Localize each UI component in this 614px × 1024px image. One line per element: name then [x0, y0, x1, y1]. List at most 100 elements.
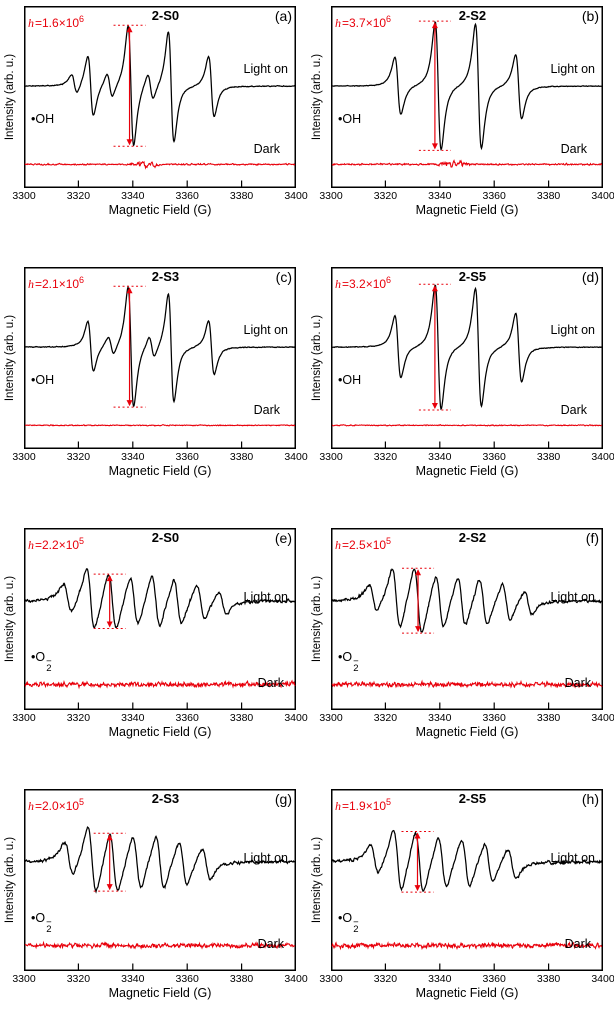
plot-area: (f) 2-S2 Light on Dark •O −2 h=2.5×105: [331, 528, 603, 710]
y-axis-label: Intensity (arb. u.): [311, 314, 323, 402]
x-tick-label: 3400: [284, 451, 308, 463]
peak-height-annotation: h=2.2×105: [28, 536, 84, 553]
peak-height-annotation: h=2.0×105: [28, 797, 84, 814]
dark-label: Dark: [257, 676, 284, 690]
x-tick-label: 3300: [12, 712, 36, 724]
x-tick-label: 3380: [536, 973, 561, 985]
x-tick-label: 3300: [319, 973, 343, 985]
radical-symbol: •O: [338, 911, 353, 925]
epr-panel: Intensity (arb. u.) (a) 2-S0 Light on Da…: [0, 6, 308, 221]
x-tick-label: 3300: [319, 451, 343, 463]
dark-label: Dark: [560, 403, 587, 417]
radical-label: •OH: [338, 112, 362, 126]
y-axis-label: Intensity (arb. u.): [311, 53, 323, 141]
h-symbol: h: [335, 277, 341, 291]
x-tick-label: 3320: [66, 973, 91, 985]
h-exponent: 5: [386, 797, 392, 807]
radical-symbol: •O: [338, 650, 353, 664]
x-tick-label: 3320: [373, 451, 398, 463]
y-axis-label: Intensity (arb. u.): [4, 53, 16, 141]
h-exponent: 6: [386, 275, 392, 285]
x-tick-label: 3360: [482, 973, 506, 985]
x-tick-label: 3340: [428, 451, 452, 463]
radical-label: •O −2: [338, 911, 359, 936]
x-axis-title: Magnetic Field (G): [108, 464, 212, 478]
x-tick-label: 3340: [428, 973, 452, 985]
y-axis-label: Intensity (arb. u.): [4, 575, 16, 663]
light-on-label: Light on: [243, 590, 288, 604]
x-tick-labels: 3300 3320 3340 3360 3380 3400: [12, 712, 307, 725]
x-axis-title: Magnetic Field (G): [415, 725, 519, 739]
x-tick-label: 3380: [229, 451, 254, 463]
radical-label: •O −2: [31, 911, 52, 934]
sample-label: 2-S3: [151, 269, 180, 284]
dark-label: Dark: [560, 142, 587, 156]
light-on-label: Light on: [550, 851, 595, 865]
sample-label: 2-S2: [458, 530, 487, 545]
x-tick-label: 3380: [536, 451, 561, 463]
plot-area: (a) 2-S0 Light on Dark •OH h=1.6×106: [24, 6, 296, 188]
h-symbol: h: [28, 16, 34, 30]
panel-letter: (h): [581, 791, 599, 807]
light-on-label: Light on: [550, 62, 595, 76]
plot-area: (e) 2-S0 Light on Dark •O −2 h=2.2×105: [24, 528, 296, 710]
epr-panel: Intensity (arb. u.) (b) 2-S2 Light on Da…: [307, 6, 614, 221]
sample-label: 2-S0: [151, 530, 180, 545]
spectrum-plot: [24, 528, 296, 710]
epr-panel: Intensity (arb. u.) (h) 2-S5 Light on Da…: [307, 789, 614, 1004]
x-tick-labels: 3300 3320 3340 3360 3380 3400: [319, 451, 614, 464]
light-on-label: Light on: [243, 62, 288, 76]
panel-letter: (c): [275, 269, 292, 285]
sample-label: 2-S3: [151, 791, 180, 806]
h-value: =3.7×10: [342, 16, 387, 30]
x-tick-label: 3320: [373, 712, 398, 724]
x-tick-label: 3400: [591, 190, 614, 202]
h-value: =2.1×10: [35, 277, 80, 291]
radical-subsup: −2: [353, 656, 359, 675]
radical-symbol: •OH: [338, 112, 362, 126]
radical-label: •OH: [31, 112, 55, 126]
dark-label: Dark: [253, 142, 280, 156]
sample-label: 2-S0: [151, 8, 180, 23]
radical-subsup: −2: [46, 656, 52, 675]
x-tick-label: 3320: [66, 190, 91, 202]
light-on-label: Light on: [550, 590, 595, 604]
x-tick-labels: 3300 3320 3340 3360 3380 3400: [12, 190, 307, 203]
x-tick-label: 3360: [175, 190, 199, 202]
x-tick-label: 3360: [175, 712, 199, 724]
h-exponent: 5: [79, 536, 85, 546]
h-symbol: h: [28, 538, 34, 552]
dark-label: Dark: [253, 403, 280, 417]
spectrum-plot: [331, 528, 603, 710]
h-exponent: 5: [79, 797, 85, 807]
x-tick-label: 3320: [66, 712, 91, 724]
radical-symbol: •O: [31, 650, 46, 664]
y-axis-label: Intensity (arb. u.): [4, 314, 16, 402]
x-tick-label: 3300: [319, 712, 343, 724]
peak-height-annotation: h=2.5×105: [335, 536, 391, 553]
dark-label: Dark: [564, 676, 591, 690]
panel-letter: (g): [274, 791, 292, 807]
radical-subsup: −2: [353, 917, 359, 936]
x-tick-label: 3340: [121, 973, 145, 985]
x-tick-label: 3340: [121, 190, 145, 202]
h-value: =2.2×10: [35, 538, 80, 552]
peak-height-annotation: h=3.2×106: [335, 275, 391, 292]
plot-area: (c) 2-S3 Light on Dark •OH h=2.1×106: [24, 267, 296, 449]
radical-label: •OH: [338, 373, 362, 387]
radical-symbol: •OH: [31, 373, 55, 387]
radical-symbol: •OH: [338, 373, 362, 387]
spectrum-plot: [24, 6, 296, 188]
x-tick-label: 3400: [284, 190, 308, 202]
radical-label: •O −2: [31, 650, 52, 675]
h-exponent: 5: [386, 536, 392, 546]
h-symbol: h: [28, 799, 34, 813]
x-tick-label: 3340: [121, 712, 145, 724]
x-tick-label: 3340: [121, 451, 145, 463]
radical-symbol: •OH: [31, 112, 55, 126]
peak-height-annotation: h=2.1×106: [28, 275, 84, 292]
h-value: =2.0×10: [35, 799, 80, 813]
plot-area: (b) 2-S2 Light on Dark •OH h=3.7×106: [331, 6, 603, 188]
sample-label: 2-S2: [458, 8, 487, 23]
